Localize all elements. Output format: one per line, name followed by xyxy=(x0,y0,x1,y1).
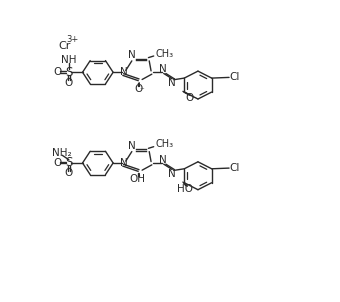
Text: ⁻: ⁻ xyxy=(140,87,144,96)
Text: ⁻: ⁻ xyxy=(191,95,196,104)
Text: O: O xyxy=(54,67,62,77)
Text: O: O xyxy=(54,158,62,168)
Text: NH: NH xyxy=(61,55,76,65)
Text: HO: HO xyxy=(177,184,193,194)
Text: CH₃: CH₃ xyxy=(156,139,174,149)
Text: CH₃: CH₃ xyxy=(156,49,174,59)
Text: Cl: Cl xyxy=(230,72,240,82)
Text: N: N xyxy=(128,141,136,151)
Text: O: O xyxy=(65,78,73,88)
Text: Cl: Cl xyxy=(230,162,240,173)
Text: N: N xyxy=(168,78,175,88)
Text: N: N xyxy=(159,65,167,75)
Text: NH₂: NH₂ xyxy=(52,147,72,158)
Text: 3+: 3+ xyxy=(67,35,79,44)
Text: N: N xyxy=(128,50,136,60)
Text: N: N xyxy=(168,169,175,179)
Text: S: S xyxy=(65,66,72,79)
Text: Cr: Cr xyxy=(59,40,71,50)
Text: S: S xyxy=(65,156,72,169)
Text: N: N xyxy=(159,155,167,165)
Text: O: O xyxy=(65,169,73,178)
Text: O: O xyxy=(185,93,194,103)
Text: OH: OH xyxy=(129,174,146,184)
Text: N: N xyxy=(120,67,128,77)
Text: N: N xyxy=(120,158,128,168)
Text: O: O xyxy=(135,84,143,94)
